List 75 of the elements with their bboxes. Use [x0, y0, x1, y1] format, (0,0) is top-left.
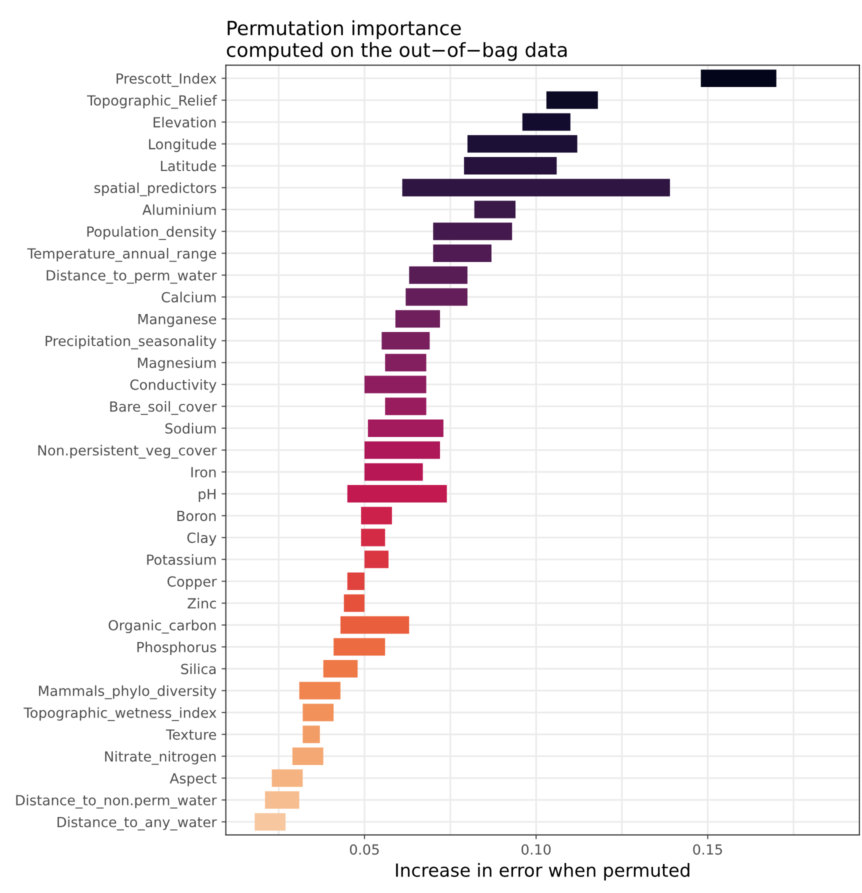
y-tick-label: Nitrate_nitrogen: [105, 750, 216, 765]
bar: [474, 200, 516, 218]
y-tick-label: Bare_soil_cover: [110, 401, 217, 415]
x-tick-label: 0.15: [693, 844, 722, 855]
y-tick-label: Precipitation_seasonality: [46, 335, 216, 350]
bar: [467, 135, 578, 153]
y-tick-label: Latitude: [161, 160, 216, 172]
y-tick-label: Aspect: [170, 773, 216, 786]
bar: [292, 747, 324, 765]
x-tick-label: 0.05: [350, 844, 379, 855]
bar: [700, 70, 776, 88]
bar: [361, 506, 392, 524]
bar: [347, 572, 364, 590]
bar: [299, 682, 340, 700]
y-tick-label: Topographic_wetness_index: [24, 707, 216, 722]
bar: [302, 726, 320, 744]
y-tick-label: Texture: [166, 730, 216, 740]
y-tick-label: Boron: [177, 510, 216, 522]
bar: [385, 398, 426, 416]
bar: [302, 704, 334, 722]
y-tick-label: Magnesium: [138, 357, 216, 371]
y-tick-label: Mammals_phylo_diversity: [39, 685, 216, 700]
y-tick-label: pH: [198, 488, 216, 502]
y-tick-label: Population_density: [87, 226, 216, 240]
y-tick-label: Distance_to_non.perm_water: [16, 794, 217, 809]
bar: [464, 157, 557, 175]
bar: [364, 376, 426, 394]
y-tick-label: Conductivity: [130, 379, 216, 393]
bar: [264, 791, 300, 809]
y-tick-label: Prescott_Index: [116, 73, 216, 87]
y-tick-label: Phosphorus: [137, 642, 216, 656]
bar: [323, 660, 358, 678]
bar: [433, 244, 492, 262]
bar: [347, 485, 447, 503]
y-tick-label: Iron: [191, 467, 216, 478]
bar: [385, 354, 426, 372]
bar: [402, 178, 670, 196]
y-tick-label: Clay: [187, 532, 216, 546]
bar: [272, 769, 303, 787]
bar: [340, 616, 410, 634]
y-tick-label: Copper: [168, 576, 217, 590]
bar: [382, 332, 430, 350]
y-tick-label: Elevation: [154, 116, 216, 128]
bar: [364, 441, 440, 459]
bar: [364, 463, 423, 481]
bar: [368, 419, 444, 437]
y-tick-label: spatial_predictors: [94, 182, 216, 196]
y-tick-label: Distance_to_any_water: [58, 816, 217, 830]
bar: [522, 113, 570, 131]
y-tick-label: Aluminium: [142, 204, 216, 215]
y-tick-label: Silica: [181, 663, 216, 674]
y-tick-label: Distance_to_perm_water: [46, 270, 217, 284]
y-tick-label: Calcium: [162, 292, 216, 302]
y-tick-label: Longitude: [149, 138, 216, 152]
bar: [364, 550, 389, 568]
y-tick-label: Potassium: [147, 554, 216, 565]
bar: [361, 528, 386, 546]
bar: [433, 222, 512, 240]
y-tick-label: Organic_carbon: [108, 620, 216, 634]
x-tick-label: 0.10: [522, 844, 551, 855]
y-tick-label: Manganese: [138, 314, 216, 328]
bar: [409, 266, 468, 284]
bar: [344, 594, 364, 612]
bar: [406, 288, 468, 306]
chart-title: Permutation importance computed on the out−of−bag data: [226, 20, 567, 61]
bar: [334, 638, 386, 656]
y-tick-label: Sodium: [165, 422, 216, 434]
y-tick-label: Non.persistent_veg_cover: [38, 444, 217, 459]
y-tick-label: Topographic_Relief: [87, 94, 218, 109]
x-axis-title: Increase in error when permuted: [396, 862, 690, 880]
y-tick-label: Temperature_annual_range: [27, 248, 216, 262]
bar: [546, 91, 598, 109]
y-tick-label: Zinc: [188, 598, 216, 609]
bar: [254, 813, 286, 831]
bar: [395, 310, 440, 328]
